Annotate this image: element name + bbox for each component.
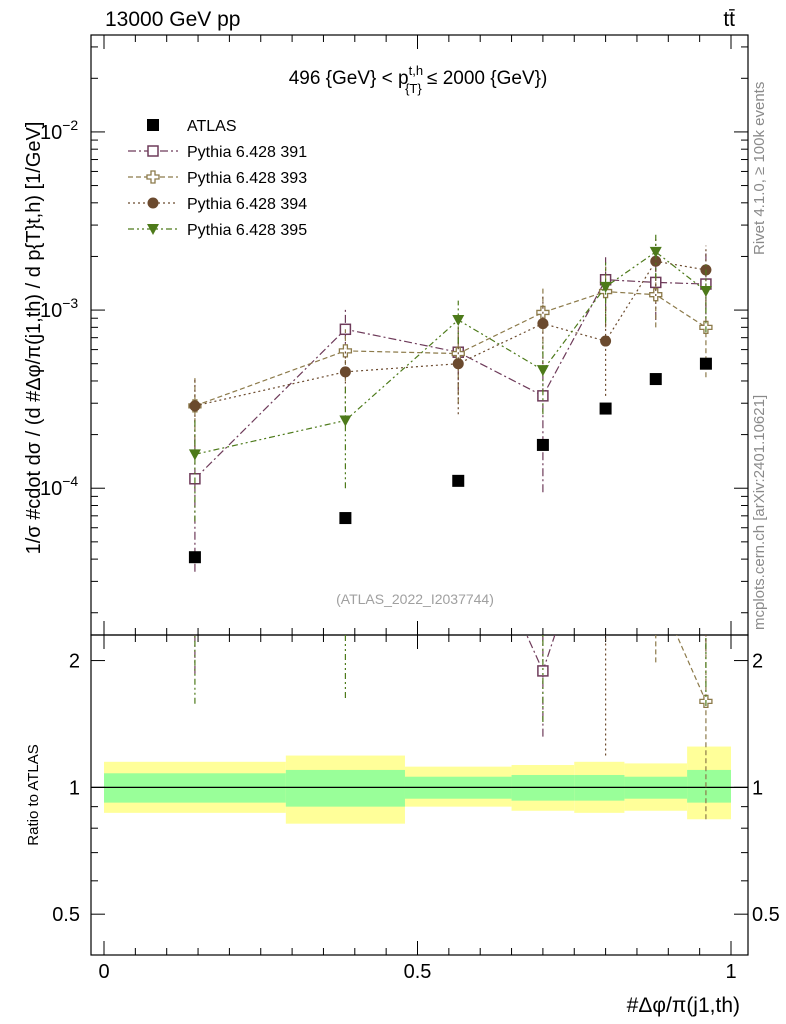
legend-label-atlas: ATLAS [187,118,237,135]
ratio-point-pythia-6-428-394 [700,560,711,571]
line-pythia-6-428-391 [194,279,706,480]
series-group [188,233,713,572]
x-tick-label-1: 0.5 [404,961,432,983]
ratio-point-pythia-6-428-391 [601,478,611,488]
point-atlas [339,512,352,525]
y-tick-label-0: 10−4 [40,473,78,500]
point-pythia-6-428-395 [339,415,352,427]
ratio-point-pythia-6-428-393 [600,505,612,517]
point-pythia-6-428-394 [189,400,201,412]
axis-ticks: 10−4 10−3 10−2 0.5 0.5 1 1 2 2 0 0.5 1 [40,35,780,983]
legend-marker-pythia-6-428-391 [147,145,159,157]
ratio-point-pythia-6-428-391 [537,665,549,677]
ratio-point-pythia-6-428-395 [600,495,612,506]
legend-label-pythia-6-428-395: Pythia 6.428 395 [187,222,307,239]
ratio-point-pythia-6-428-393 [650,582,662,594]
legend-label-pythia-6-428-394: Pythia 6.428 394 [187,196,307,213]
ratio-line-pythia-6-428-395 [195,407,706,615]
ratio-point-pythia-6-428-394 [650,503,661,514]
ratio-line-pythia-6-428-393 [675,635,707,702]
band-inner-1 [285,769,405,807]
point-pythia-6-428-395 [599,281,612,293]
point-atlas [599,402,612,415]
legend-label-pythia-6-428-391: Pythia 6.428 391 [187,144,307,161]
legend-marker-pythia-6-428-393 [146,170,160,184]
ratio-point-pythia-6-428-395 [537,605,549,616]
mcplots-label: mcplots.cern.ch [arXiv:2401.10621] [751,395,768,630]
ratio-point-pythia-6-428-391 [190,597,200,607]
analysis-watermark: (ATLAS_2022_I2037744) [336,591,494,607]
ratio-line-pythia-6-428-391 [526,635,556,673]
ratio-tick-label-right-2: 2 [752,651,763,673]
y-axis-label: 1/σ #cdot dσ / (d #Δφ/π(j1,th) / d p{T}t… [23,122,45,555]
legend: ATLAS Pythia 6.428 391 Pythia 6.428 393 Pyt… [128,118,307,239]
band-inner-6 [687,769,731,803]
ratio-plot-frame [90,634,749,956]
ratio-point-pythia-6-428-394 [537,495,548,506]
ratio-point-pythia-6-428-395 [650,482,662,493]
ratio-tick-label-right-0: 0.5 [752,904,780,926]
point-pythia-6-428-394 [650,255,662,267]
header-left: 13000 GeV pp [105,8,240,31]
legend-marker-pythia-6-428-395 [147,224,159,235]
ratio-point-pythia-6-428-394 [453,505,464,516]
point-pythia-6-428-394 [452,358,464,370]
ratio-point-pythia-6-428-395 [700,610,712,621]
ratio-series-group [190,407,713,820]
point-pythia-6-428-395 [649,246,662,258]
ratio-point-pythia-6-428-391 [651,554,661,564]
ratio-point-pythia-6-428-391 [701,594,711,604]
point-pythia-6-428-393 [338,344,353,358]
point-pythia-6-428-395 [699,285,712,297]
plot-title: 496 {GeV} < pt,h {T} ≤ 2000 {GeV}) [289,63,548,96]
x-axis-label: #Δφ/π(j1,th) [627,994,740,1017]
ratio-y-axis-label: Ratio to ATLAS [25,744,42,845]
y-tick-label-2: 10−2 [40,117,78,144]
point-atlas [649,373,662,386]
point-atlas [452,474,465,487]
ratio-bands [91,746,748,824]
point-pythia-6-428-394 [339,366,351,378]
ratio-tick-label-left-2: 2 [69,651,80,673]
point-atlas [536,438,549,451]
legend-marker-pythia-6-428-394 [147,197,159,209]
x-tick-label-0: 0 [98,961,109,983]
point-pythia-6-428-394 [600,335,612,347]
rivet-label: Rivet 4.1.0, ≥ 100k events [751,82,768,255]
point-atlas [699,357,712,370]
line-pythia-6-428-393 [194,290,707,407]
header-right: tt̄ [723,8,735,31]
ratio-tick-label-left-1: 1 [69,777,80,799]
x-tick-label-2: 1 [725,961,736,983]
y-tick-label-1: 10−3 [40,295,78,322]
point-pythia-6-428-395 [188,449,201,461]
ratio-point-pythia-6-428-395 [339,552,351,563]
point-pythia-6-428-395 [536,365,549,377]
point-pythia-6-428-395 [452,314,465,326]
ratio-tick-label-right-1: 1 [752,777,763,799]
ratio-tick-label-left-0: 0.5 [52,904,80,926]
line-pythia-6-428-394 [194,260,707,407]
point-pythia-6-428-394 [537,318,549,330]
legend-marker-atlas [147,119,159,131]
legend-label-pythia-6-428-393: Pythia 6.428 393 [187,170,307,187]
point-atlas [188,551,201,564]
